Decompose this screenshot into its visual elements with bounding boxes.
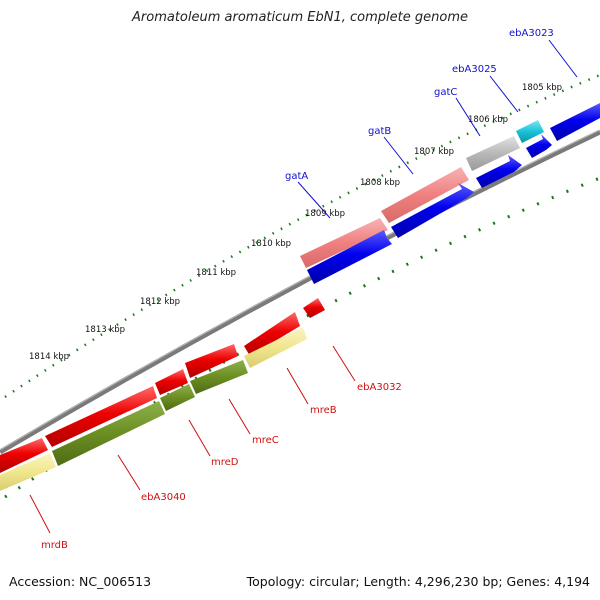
gene-block-pink[interactable]	[300, 218, 388, 268]
gene-block-gray[interactable]	[466, 136, 520, 171]
gene-block-cyan[interactable]	[516, 120, 544, 143]
gene-label[interactable]: ebA3025	[452, 64, 497, 75]
bottom-leader-lines	[29, 345, 356, 534]
gene-block-olive[interactable]	[52, 401, 165, 466]
gene-arrow-forward[interactable]	[476, 155, 522, 188]
gene-label[interactable]: mreD	[211, 457, 239, 468]
ruler-label: 1808 kbp	[360, 178, 400, 188]
top-gene-labels: ebA3023 ebA3025 gatC gatB gatA	[285, 28, 554, 182]
gene-label[interactable]: mrdB	[41, 540, 68, 551]
gene-arrow-reverse[interactable]	[155, 369, 188, 395]
gene-arrow-reverse[interactable]	[185, 344, 238, 378]
reverse-strand-genes	[0, 298, 325, 473]
outer-tick-track	[4, 73, 600, 399]
gene-arrow-reverse[interactable]	[244, 312, 300, 356]
gene-label[interactable]: ebA3040	[141, 492, 186, 503]
gene-block-olive[interactable]	[160, 384, 195, 411]
genome-backbone	[0, 129, 600, 455]
gene-arrow-forward[interactable]	[526, 134, 552, 158]
bottom-gene-labels: ebA3032 mreB mreC mreD ebA3040 mrdB	[41, 382, 402, 551]
gene-arrow-forward[interactable]	[307, 230, 392, 284]
gene-arrow-reverse[interactable]	[45, 386, 157, 447]
ruler-label: 1814 kbp	[29, 352, 69, 362]
gene-arrow-reverse[interactable]	[303, 298, 325, 318]
gene-label[interactable]: ebA3032	[357, 382, 402, 393]
gene-label[interactable]: gatB	[368, 126, 391, 137]
gene-label[interactable]: mreB	[310, 405, 337, 416]
topology-text: Topology: circular; Length: 4,296,230 bp…	[246, 574, 590, 589]
ruler-label: 1813 kbp	[85, 325, 125, 335]
gene-arrow-reverse[interactable]	[0, 438, 48, 473]
gene-block-khaki[interactable]	[244, 327, 307, 368]
gene-label[interactable]: ebA3023	[509, 28, 554, 39]
ruler-label: 1806 kbp	[468, 115, 508, 125]
ruler-label: 1810 kbp	[251, 239, 291, 249]
genome-backbone-highlight	[0, 129, 600, 451]
ruler-label: 1812 kbp	[140, 297, 180, 307]
ruler-label: 1805 kbp	[522, 83, 562, 93]
map-title: Aromatoleum aromaticum EbN1, complete ge…	[132, 10, 468, 25]
ruler-label: 1807 kbp	[414, 147, 454, 157]
gene-label[interactable]: mreC	[252, 435, 279, 446]
top-leader-lines	[297, 39, 578, 219]
forward-strand-genes	[307, 103, 600, 284]
gene-label[interactable]: gatA	[285, 171, 308, 182]
gene-arrow-forward[interactable]	[391, 183, 474, 238]
accession-text: Accession: NC_006513	[9, 574, 152, 589]
ruler-labels: 1805 kbp 1806 kbp 1807 kbp 1808 kbp 1809…	[29, 83, 562, 362]
ruler-label: 1811 kbp	[196, 268, 236, 278]
gene-block-pink[interactable]	[381, 167, 469, 223]
inner-feature-row	[0, 327, 307, 491]
gene-block-olive[interactable]	[190, 360, 248, 394]
gene-label[interactable]: gatC	[434, 87, 457, 98]
gene-block-khaki[interactable]	[0, 453, 56, 491]
gene-arrow-forward[interactable]	[550, 103, 600, 141]
outer-feature-row	[300, 120, 544, 268]
ruler-label: 1809 kbp	[305, 209, 345, 219]
